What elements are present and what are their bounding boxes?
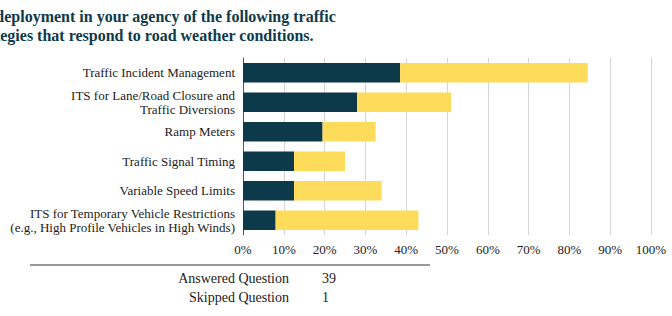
svg-text:management strategies that res: management strategies that respond to ro…: [0, 27, 314, 45]
svg-text:Traffic Signal Timing: Traffic Signal Timing: [122, 154, 235, 169]
svg-text:100%: 100%: [636, 242, 667, 257]
svg-text:10%: 10%: [272, 242, 296, 257]
svg-text:(e.g., High Profile Vehicles i: (e.g., High Profile Vehicles in High Win…: [10, 220, 235, 235]
svg-text:60%: 60%: [476, 242, 500, 257]
svg-text:39: 39: [322, 271, 336, 286]
svg-text:Traffic Diversions: Traffic Diversions: [140, 102, 235, 117]
svg-text:80%: 80%: [557, 242, 581, 257]
svg-text:0%: 0%: [234, 242, 252, 257]
svg-text:Describe the level of deployme: Describe the level of deployment in your…: [0, 8, 336, 26]
svg-text:ITS for Temporary Vehicle Rest: ITS for Temporary Vehicle Restrictions: [30, 206, 235, 221]
svg-text:30%: 30%: [353, 242, 377, 257]
svg-text:40%: 40%: [394, 242, 418, 257]
svg-text:90%: 90%: [598, 242, 622, 257]
svg-text:Skipped Question: Skipped Question: [189, 290, 289, 305]
svg-text:20%: 20%: [313, 242, 337, 257]
svg-text:Ramp Meters: Ramp Meters: [165, 124, 235, 139]
svg-text:Variable Speed Limits: Variable Speed Limits: [119, 183, 235, 198]
svg-text:ITS for Lane/Road Closure and: ITS for Lane/Road Closure and: [71, 88, 235, 103]
svg-text:50%: 50%: [435, 242, 459, 257]
svg-text:1: 1: [322, 290, 329, 305]
svg-text:70%: 70%: [517, 242, 541, 257]
svg-text:Traffic Incident Management: Traffic Incident Management: [83, 65, 236, 80]
svg-text:Answered Question: Answered Question: [178, 271, 289, 286]
